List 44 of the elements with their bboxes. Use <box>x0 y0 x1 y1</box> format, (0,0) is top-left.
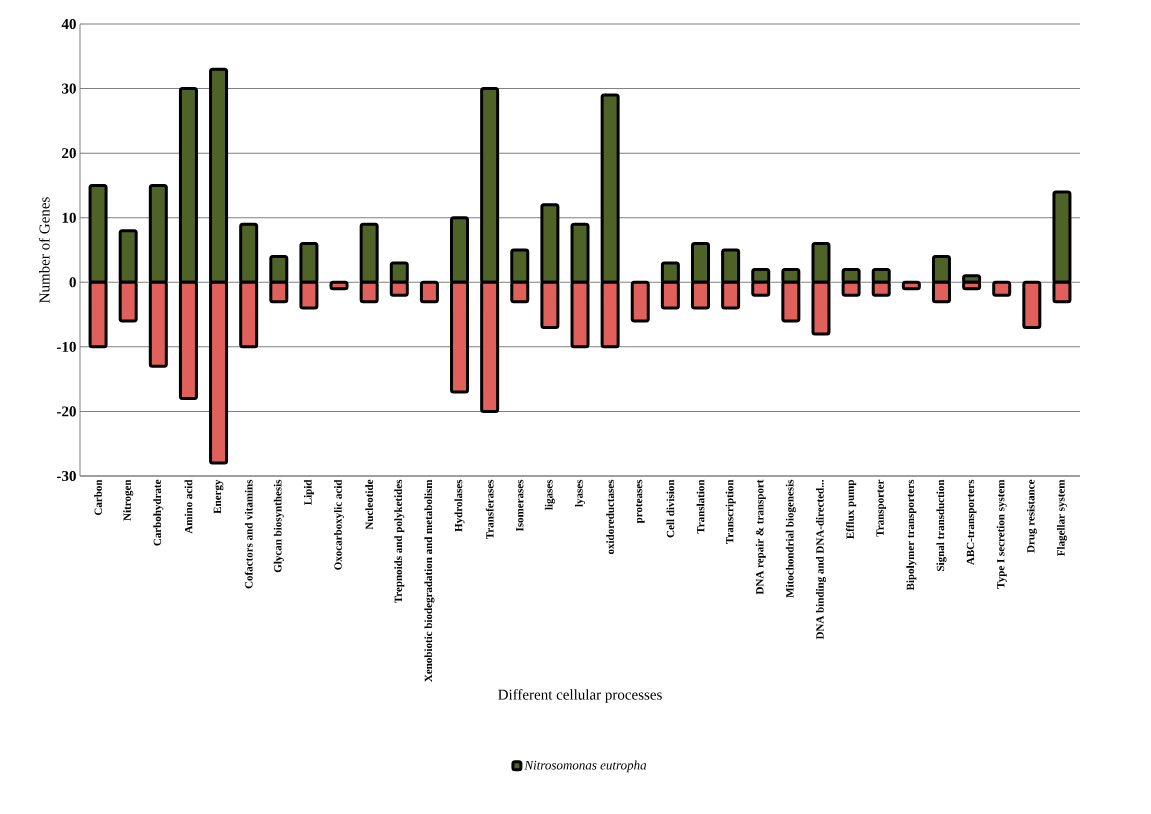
x-tick-label: Cell division <box>666 479 675 538</box>
y-tick-label: -20 <box>57 406 76 417</box>
x-tick-label: Carbon <box>94 479 102 516</box>
y-tick-label: -30 <box>57 470 76 482</box>
y-tick-label: 20 <box>62 148 76 159</box>
y-axis-title: Number of Genes <box>38 197 50 303</box>
y-tick-label: 40 <box>61 18 76 30</box>
x-tick-label: oxidoreductases <box>606 479 615 555</box>
x-tick-label: Translation <box>696 479 705 534</box>
y-tick-label: 30 <box>62 83 76 94</box>
x-tick-label: DNA binding and DNA-directed... <box>815 480 827 640</box>
legend-label: Nitrosomonas eutropha <box>524 760 647 773</box>
x-tick-label: Energy <box>213 479 224 514</box>
x-tick-label: Glycan biosynthesis <box>273 479 284 573</box>
x-tick-label: Trepnoids and polyketides <box>394 479 405 604</box>
x-tick-label: Amino acid <box>184 479 193 534</box>
x-tick-label: Drug resistance <box>1026 479 1037 553</box>
x-tick-label: Transferases <box>485 479 494 540</box>
x-tick-label: DNA repair & transport <box>755 479 766 595</box>
x-tick-label: Nitrogen <box>123 479 134 521</box>
x-tick-label: proteases <box>635 479 645 524</box>
x-tick-label: Efflux pump <box>846 480 857 539</box>
x-tick-label: Hydrolases <box>454 479 465 532</box>
x-tick-label: lyases <box>575 479 586 507</box>
y-tick-label: -10 <box>57 341 76 352</box>
y-tick-label: 0 <box>69 277 76 288</box>
x-tick-label: Carbohydrate <box>153 479 164 546</box>
x-tick-label: Mitochondrial biogenesis <box>785 479 796 598</box>
x-tick-label: Xenobiotic biodegradation and metabolism <box>424 479 435 682</box>
x-tick-label: Bipolymer transporters <box>906 479 917 591</box>
x-tick-label: Nucleotide <box>365 479 374 530</box>
x-tick-label: ABC-transporters <box>966 479 977 565</box>
x-tick-label: Flagellar system <box>1056 479 1067 557</box>
x-tick-label: Cofactors and vitamins <box>244 479 253 589</box>
x-tick-label: Signal transduction <box>936 479 947 571</box>
x-tick-label: Lipid <box>303 479 314 506</box>
x-tick-label: Transcription <box>725 479 736 544</box>
x-tick-label: Isomerases <box>516 479 524 532</box>
x-tick-label: Type I secretion system <box>996 479 1007 589</box>
x-axis-title: Different cellular processes <box>498 689 662 703</box>
x-tick-label: ligases <box>544 479 555 510</box>
y-tick-label: 10 <box>62 212 76 223</box>
x-tick-label: Transporter <box>876 479 886 537</box>
x-tick-label: Oxocarboxylic acid <box>334 479 345 570</box>
